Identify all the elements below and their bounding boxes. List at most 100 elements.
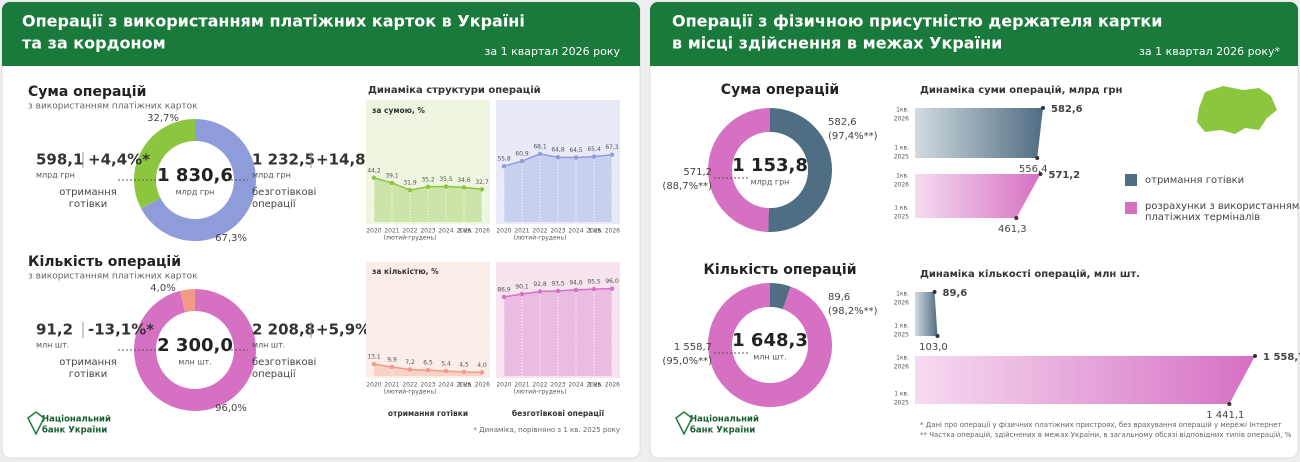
bar-end (1227, 402, 1232, 406)
text: 2023 (550, 228, 565, 235)
text: 582,6 (828, 117, 857, 128)
donut-hole (732, 132, 808, 208)
point (573, 287, 579, 293)
text: Операції з використанням платіжних карто… (22, 12, 525, 31)
text: 2021 (514, 382, 529, 389)
point (461, 369, 467, 375)
text: 13,1 (367, 354, 381, 361)
point (555, 155, 561, 160)
donut-segment (769, 283, 791, 310)
text: платіжних терміналів (1145, 211, 1260, 223)
text: 34,6 (457, 177, 471, 184)
text: 571,2 (1048, 170, 1080, 181)
donut-segment (179, 289, 196, 313)
right-header (650, 2, 1298, 66)
text: 1 кв. 2026 (588, 382, 620, 389)
donut-segment (768, 108, 832, 232)
text: 9,9 (387, 356, 397, 363)
point (609, 286, 615, 291)
text: безготівкові (252, 356, 316, 368)
text: банк України (42, 425, 107, 436)
text: млрд грн (252, 171, 291, 180)
text: 1 кв. (894, 323, 909, 330)
donut-segment (141, 119, 256, 241)
text: * Дані про операції у фізичних платіжних… (920, 421, 1282, 429)
text: 55,8 (497, 156, 511, 163)
text: отримання готівки (1145, 174, 1244, 186)
donut-segment (708, 108, 771, 232)
point (501, 164, 507, 169)
point (443, 368, 449, 374)
point (555, 288, 561, 294)
text: Сума операцій (28, 84, 146, 100)
bar-end (1038, 172, 1043, 176)
text: 5,4 (441, 361, 451, 368)
text: Операції з фізичною присутністю держател… (672, 12, 1162, 31)
area (374, 364, 482, 376)
text: (лютий-грудень) (514, 389, 567, 396)
text: 2026 (894, 300, 909, 307)
text: 1 кв. 2026 (458, 382, 490, 389)
point (501, 294, 507, 300)
bar (915, 174, 1041, 218)
text: 2 300,0 (157, 335, 233, 356)
text: 2023 (550, 382, 565, 389)
text: 598,1 (36, 151, 83, 169)
bar (915, 108, 1043, 158)
panel (366, 262, 490, 378)
text: 39,1 (385, 172, 399, 179)
text: розрахунки з використанням (1145, 201, 1299, 212)
point (537, 289, 543, 294)
point (425, 184, 431, 189)
text: отримання (59, 357, 117, 368)
text: 4,5 (459, 361, 469, 368)
logo-icon (675, 411, 693, 436)
legend-swatch (1125, 202, 1137, 214)
point (371, 361, 377, 367)
bar-end (935, 334, 940, 338)
bar-end (932, 290, 937, 294)
text: 2022 (532, 228, 547, 235)
point (371, 175, 377, 180)
text: 2023 (420, 228, 435, 235)
text: 1 232,5 (252, 151, 315, 169)
text: млн шт. (753, 353, 786, 362)
text: 1 441,1 (1206, 410, 1244, 421)
text: 32,7% (147, 113, 179, 124)
area (504, 288, 612, 376)
text: 44,2 (367, 167, 381, 174)
text: 6,5 (423, 360, 433, 367)
text: 2025 (894, 400, 909, 407)
panel (366, 100, 490, 224)
text: 95,5 (587, 279, 601, 286)
text: отримання готівки (388, 409, 468, 418)
text: 1 кв. 2026 (588, 228, 620, 235)
area (374, 177, 482, 222)
text: * Динаміка, порівняно з 1 кв. 2025 року (473, 426, 620, 434)
text: 64,8 (551, 147, 565, 154)
text: Динаміка структури операцій (368, 85, 541, 96)
text: (97,4%**) (828, 131, 878, 142)
text: (лютий-грудень) (384, 389, 437, 396)
text: 4,0% (150, 283, 175, 294)
text: безготівкові (252, 186, 316, 198)
bar (915, 292, 938, 336)
text: Національний (42, 414, 111, 425)
point (519, 291, 525, 297)
text: 1 кв. (894, 205, 909, 212)
text: (88,7%**) (662, 181, 712, 192)
text: 2022 (532, 382, 547, 389)
point (609, 152, 615, 157)
point (461, 185, 467, 190)
text: 1 кв. 2026 (458, 228, 490, 235)
text: за 1 квартал 2026 року* (1139, 45, 1280, 58)
text: 4,0 (477, 362, 487, 369)
text: (98,2%**) (828, 306, 878, 317)
text: 2023 (420, 382, 435, 389)
text: 2020 (496, 382, 511, 389)
text: 96,0% (215, 403, 247, 414)
text: (95,0%**) (662, 356, 712, 367)
text: 7,2 (405, 359, 415, 366)
map-icon (1197, 86, 1277, 134)
